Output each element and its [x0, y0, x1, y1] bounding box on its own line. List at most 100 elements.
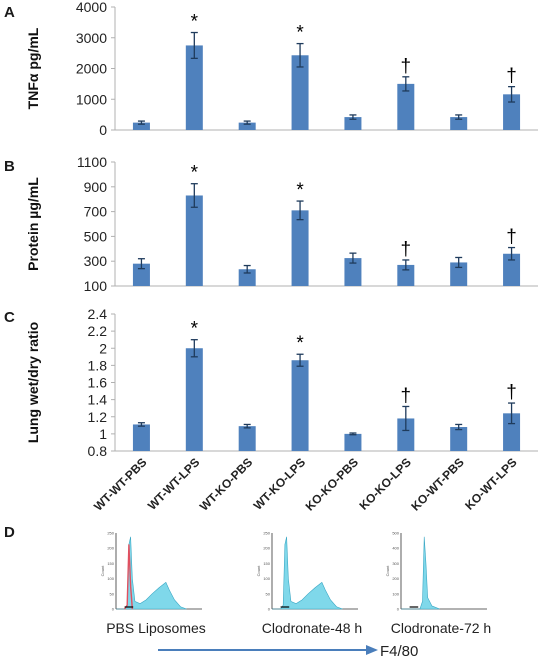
chart-c-wet-dry: 0.811.21.41.6 1.822.22.4 Lung wet/dry rati…: [25, 306, 538, 459]
bar-ko-ko-pbs: [344, 258, 362, 286]
flow-histogram-1: 250 200 150 100 50 0 Count PBS Liposomes: [100, 531, 206, 637]
histogram-tick-label: 0: [268, 607, 271, 612]
category-label: KO-KO-LPS: [356, 455, 414, 513]
significance-dagger: †: [401, 239, 412, 260]
bar-ko-wt-lps: [503, 94, 521, 130]
chart-b-protein: 100 300 500 700 900 1100 Protein µg/mL * * † †: [25, 154, 538, 294]
y-tick-label: 2.4: [88, 306, 108, 322]
y-tick-label: 900: [84, 179, 108, 195]
bar-wt-wt-pbs: [132, 263, 150, 286]
y-tick-label: 1.4: [88, 392, 108, 408]
y-tick-label: 4000: [76, 0, 107, 15]
category-label: KO-KO-PBS: [303, 455, 361, 513]
histogram-tick-label: 50: [110, 591, 115, 596]
bar-wt-ko-pbs: [238, 122, 256, 130]
y-axis-label: Lung wet/dry ratio: [25, 322, 41, 443]
histogram-tick-label: 0: [112, 607, 115, 612]
histogram-tick-label: 50: [266, 591, 271, 596]
histogram-fill: [116, 536, 187, 610]
bar-ko-wt-lps: [503, 253, 521, 286]
bar-ko-ko-lps: [397, 83, 415, 130]
category-label: KO-WT-PBS: [408, 455, 466, 513]
bar-ko-ko-lps: [397, 264, 415, 286]
significance-asterisk: *: [191, 319, 199, 340]
histogram-tick-label: 300: [392, 561, 399, 566]
histogram-tick-label: 250: [263, 531, 270, 536]
panel-label-d: D: [4, 524, 15, 541]
y-tick-label: 300: [84, 253, 108, 269]
f480-axis-label: F4/80: [380, 643, 418, 660]
significance-asterisk: *: [191, 12, 199, 33]
y-axis-label: Protein µg/mL: [25, 177, 41, 271]
bar-wt-wt-lps: [185, 45, 203, 130]
significance-dagger: †: [506, 382, 517, 403]
histogram-tick-label: 250: [107, 531, 114, 536]
y-tick-label: 2.2: [88, 323, 108, 339]
category-label: WT-KO-LPS: [251, 455, 309, 513]
y-tick-label: 1: [99, 426, 107, 442]
y-tick-label: 2: [99, 340, 107, 356]
histogram-count-label: Count: [100, 565, 105, 577]
histogram-tick-label: 400: [392, 546, 399, 551]
significance-dagger: †: [401, 56, 412, 77]
category-label: WT-WT-LPS: [145, 455, 203, 513]
bar-ko-wt-pbs: [450, 117, 468, 130]
histogram-caption: Clodronate-72 h: [391, 620, 491, 636]
bar-ko-ko-pbs: [344, 117, 362, 130]
bar-wt-ko-lps: [291, 55, 309, 131]
significance-dagger: †: [401, 385, 412, 406]
significance-dagger: †: [506, 66, 517, 87]
histogram-tick-label: 500: [392, 531, 399, 536]
histogram-count-label: Count: [256, 565, 261, 577]
panel-label-c: C: [4, 309, 15, 326]
y-tick-label: 0.8: [88, 443, 108, 459]
y-tick-label: 1000: [76, 91, 107, 107]
bar-ko-ko-lps: [397, 418, 415, 451]
histogram-tick-label: 150: [107, 561, 114, 566]
bar-ko-wt-pbs: [450, 262, 468, 286]
flow-histogram-3: 500 400 300 200 100 0 Count Clodronate-72 h: [385, 531, 491, 637]
chart-a-tnfa: 0 1000 2000 3000 4000 TNFα pg/mL * * † †: [25, 0, 538, 138]
bar-ko-wt-lps: [503, 413, 521, 451]
histogram-tick-label: 200: [107, 546, 114, 551]
significance-asterisk: *: [191, 163, 199, 184]
bar-wt-wt-lps: [185, 195, 203, 286]
significance-asterisk: *: [296, 333, 304, 354]
y-axis-label: TNFα pg/mL: [25, 27, 41, 109]
y-tick-label: 0: [99, 122, 107, 138]
bar-ko-ko-pbs: [344, 433, 362, 451]
histogram-fill: [272, 536, 343, 610]
y-tick-label: 100: [84, 278, 108, 294]
histogram-tick-label: 100: [107, 576, 114, 581]
y-tick-label: 700: [84, 204, 108, 220]
bar-wt-wt-pbs: [132, 424, 150, 451]
y-tick-label: 1.2: [88, 409, 108, 425]
bar-wt-wt-pbs: [132, 122, 150, 130]
histogram-tick-label: 150: [263, 561, 270, 566]
bar-wt-wt-lps: [185, 348, 203, 451]
y-tick-label: 2000: [76, 61, 107, 77]
histogram-count-label: Count: [385, 565, 390, 577]
category-label: WT-KO-PBS: [197, 455, 255, 513]
f480-arrow-head: [366, 645, 378, 655]
significance-asterisk: *: [296, 23, 304, 44]
y-tick-label: 3000: [76, 30, 107, 46]
significance-asterisk: *: [296, 180, 304, 201]
y-tick-label: 1.6: [88, 375, 108, 391]
histogram-tick-label: 200: [392, 576, 399, 581]
flow-histogram-2: 250 200 150 100 50 0 Count Clodronate-48 h: [256, 531, 362, 637]
category-label: WT-WT-PBS: [91, 455, 149, 513]
y-tick-label: 1.8: [88, 357, 108, 373]
histogram-tick-label: 100: [263, 576, 270, 581]
bar-wt-ko-lps: [291, 210, 309, 286]
histogram-fill: [401, 536, 440, 610]
histogram-tick-label: 100: [392, 591, 399, 596]
histogram-tick-label: 200: [263, 546, 270, 551]
histogram-caption: Clodronate-48 h: [262, 620, 362, 636]
y-tick-label: 500: [84, 228, 108, 244]
histogram-tick-label: 0: [397, 607, 400, 612]
bar-wt-ko-lps: [291, 360, 309, 451]
bar-wt-ko-pbs: [238, 426, 256, 451]
